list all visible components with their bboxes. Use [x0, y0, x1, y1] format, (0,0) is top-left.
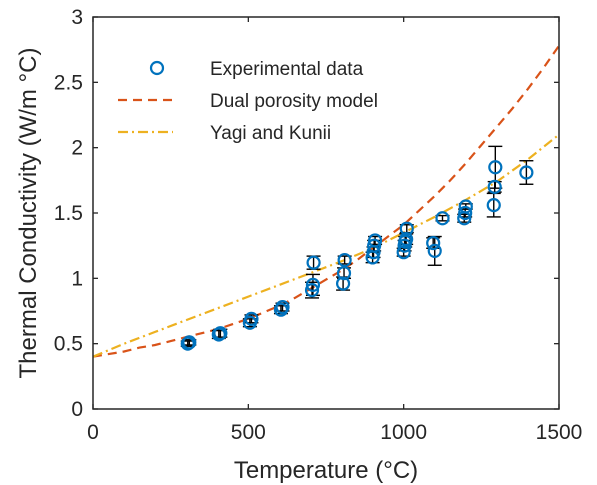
- data-point: [396, 245, 411, 260]
- data-point: [306, 255, 321, 270]
- data-point: [213, 326, 228, 341]
- legend-label: Yagi and Kunii: [210, 123, 331, 144]
- data-point: [427, 243, 442, 258]
- data-point: [305, 277, 321, 292]
- x-axis-label: Temperature (°C): [234, 457, 418, 484]
- legend-swatch-marker: [149, 60, 165, 76]
- data-point: [519, 165, 534, 180]
- y-tick-label: 3: [71, 6, 83, 29]
- legend: Experimental data Dual porosity model Yagi…: [118, 59, 378, 144]
- x-tick-label: 1000: [380, 421, 427, 444]
- axis-ticks: 0 500 1000 1500 0 0.5 1 1.5 2 2.5 3: [54, 6, 583, 444]
- data-point: [367, 233, 383, 248]
- data-point: [399, 232, 414, 247]
- data-point: [486, 198, 501, 213]
- y-tick-label: 0.5: [54, 333, 83, 356]
- data-point: [367, 238, 382, 253]
- data-point: [399, 221, 414, 236]
- data-point: [435, 211, 450, 226]
- legend-label: Experimental data: [210, 59, 364, 80]
- x-tick-label: 0: [87, 421, 99, 444]
- y-tick-label: 0: [71, 398, 83, 421]
- data-point: [458, 199, 473, 214]
- data-point: [275, 299, 290, 315]
- series-line-yagi-and-kunii: [92, 133, 560, 358]
- data-point: [182, 335, 197, 350]
- data-point: [304, 282, 320, 298]
- legend-label: Dual porosity model: [210, 91, 378, 112]
- y-tick-label: 2.5: [54, 71, 83, 94]
- data-point: [337, 252, 352, 268]
- data-point: [426, 235, 441, 251]
- y-tick-label: 2: [71, 137, 83, 160]
- data-point: [488, 160, 503, 175]
- model-lines: [92, 45, 560, 358]
- data-point: [458, 205, 473, 221]
- x-tick-label: 500: [231, 421, 266, 444]
- x-tick-label: 1500: [536, 421, 583, 444]
- y-axis-label: Thermal Conductivity (W/m °C): [15, 48, 42, 379]
- error-bars: [180, 145, 534, 347]
- data-point: [335, 276, 351, 291]
- y-tick-label: 1: [71, 267, 83, 290]
- data-markers: [180, 160, 534, 351]
- series-line-dual-porosity-model: [92, 45, 560, 358]
- y-tick-label: 1.5: [54, 202, 83, 225]
- data-point: [244, 311, 259, 326]
- data-point: [487, 179, 502, 194]
